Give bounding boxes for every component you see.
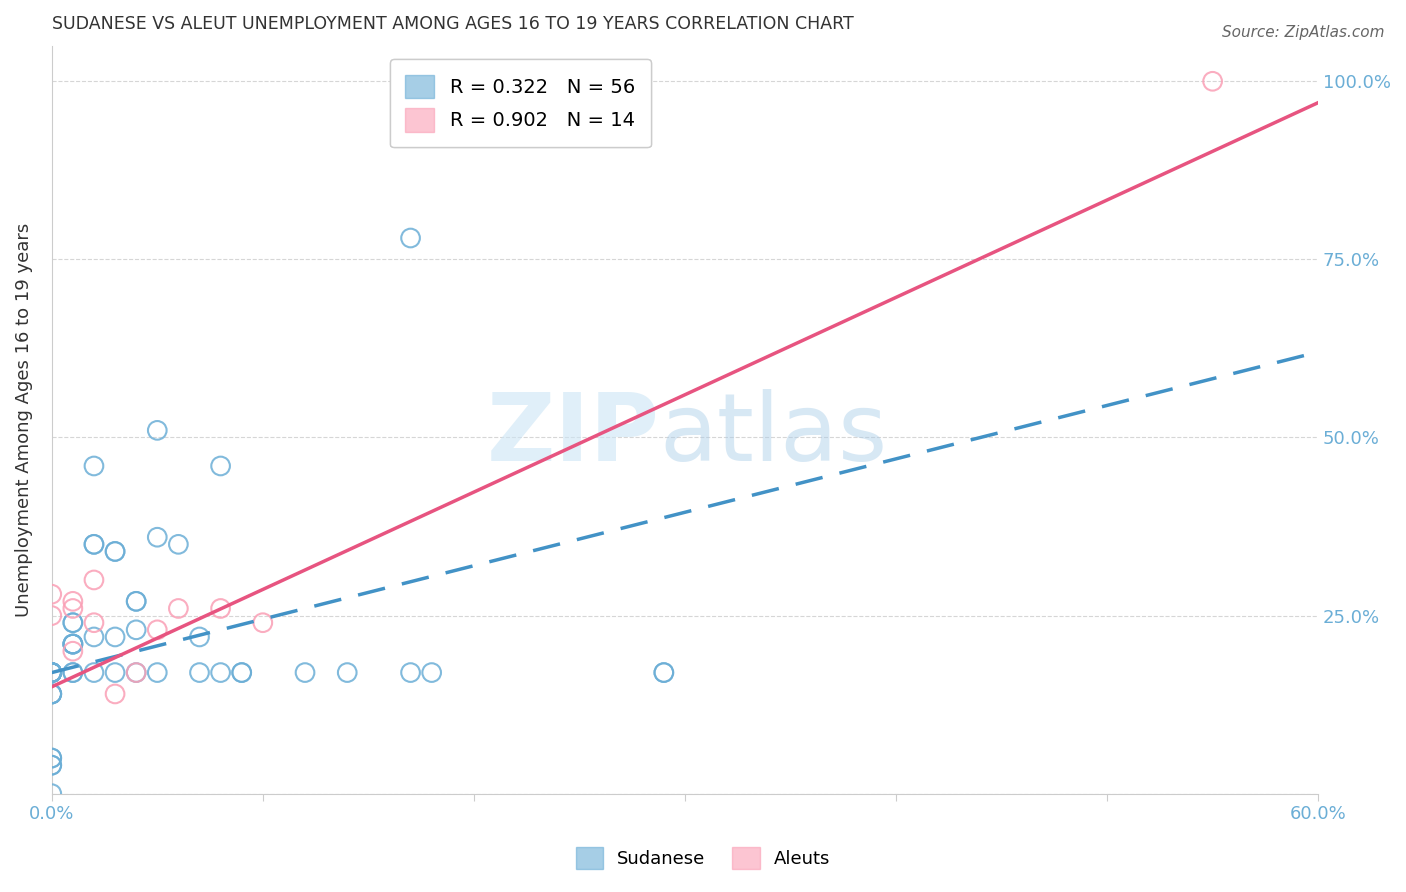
Point <box>41 758 63 772</box>
Point <box>652 665 675 680</box>
Point <box>83 665 105 680</box>
Point <box>41 787 63 801</box>
Point <box>41 665 63 680</box>
Text: atlas: atlas <box>659 389 887 481</box>
Point <box>209 665 232 680</box>
Point <box>41 758 63 772</box>
Point <box>294 665 316 680</box>
Point <box>420 665 443 680</box>
Point <box>62 594 84 608</box>
Point <box>83 630 105 644</box>
Point <box>252 615 274 630</box>
Point <box>83 537 105 551</box>
Point <box>41 665 63 680</box>
Point <box>62 665 84 680</box>
Text: SUDANESE VS ALEUT UNEMPLOYMENT AMONG AGES 16 TO 19 YEARS CORRELATION CHART: SUDANESE VS ALEUT UNEMPLOYMENT AMONG AGE… <box>52 15 853 33</box>
Point <box>188 665 211 680</box>
Point <box>41 687 63 701</box>
Point <box>41 665 63 680</box>
Point <box>83 458 105 473</box>
Text: Source: ZipAtlas.com: Source: ZipAtlas.com <box>1222 25 1385 40</box>
Point <box>125 594 148 608</box>
Point <box>62 637 84 651</box>
Y-axis label: Unemployment Among Ages 16 to 19 years: Unemployment Among Ages 16 to 19 years <box>15 222 32 616</box>
Point <box>188 630 211 644</box>
Point <box>146 423 169 437</box>
Point <box>41 665 63 680</box>
Point <box>399 665 422 680</box>
Point <box>41 665 63 680</box>
Point <box>83 573 105 587</box>
Point <box>209 601 232 615</box>
Point <box>209 458 232 473</box>
Point <box>125 665 148 680</box>
Point <box>399 231 422 245</box>
Point <box>62 637 84 651</box>
Point <box>83 537 105 551</box>
Text: ZIP: ZIP <box>486 389 659 481</box>
Point <box>125 665 148 680</box>
Point <box>104 630 127 644</box>
Point <box>167 601 190 615</box>
Point <box>125 623 148 637</box>
Point <box>41 751 63 765</box>
Point <box>231 665 253 680</box>
Point <box>41 608 63 623</box>
Point <box>62 615 84 630</box>
Point <box>83 615 105 630</box>
Point <box>231 665 253 680</box>
Point <box>41 665 63 680</box>
Point <box>104 544 127 558</box>
Point <box>104 687 127 701</box>
Legend: Sudanese, Aleuts: Sudanese, Aleuts <box>567 838 839 879</box>
Point <box>41 687 63 701</box>
Point <box>41 587 63 601</box>
Point <box>41 687 63 701</box>
Point <box>41 665 63 680</box>
Legend: R = 0.322   N = 56, R = 0.902   N = 14: R = 0.322 N = 56, R = 0.902 N = 14 <box>389 59 651 147</box>
Point <box>41 665 63 680</box>
Point <box>62 601 84 615</box>
Point <box>62 644 84 658</box>
Point <box>62 637 84 651</box>
Point <box>146 623 169 637</box>
Point <box>104 665 127 680</box>
Point <box>41 751 63 765</box>
Point <box>336 665 359 680</box>
Point <box>1201 74 1223 88</box>
Point <box>146 665 169 680</box>
Point <box>62 615 84 630</box>
Point <box>167 537 190 551</box>
Point <box>41 665 63 680</box>
Point <box>125 594 148 608</box>
Point <box>41 687 63 701</box>
Point <box>62 665 84 680</box>
Point <box>62 637 84 651</box>
Point <box>652 665 675 680</box>
Point <box>146 530 169 544</box>
Point <box>104 544 127 558</box>
